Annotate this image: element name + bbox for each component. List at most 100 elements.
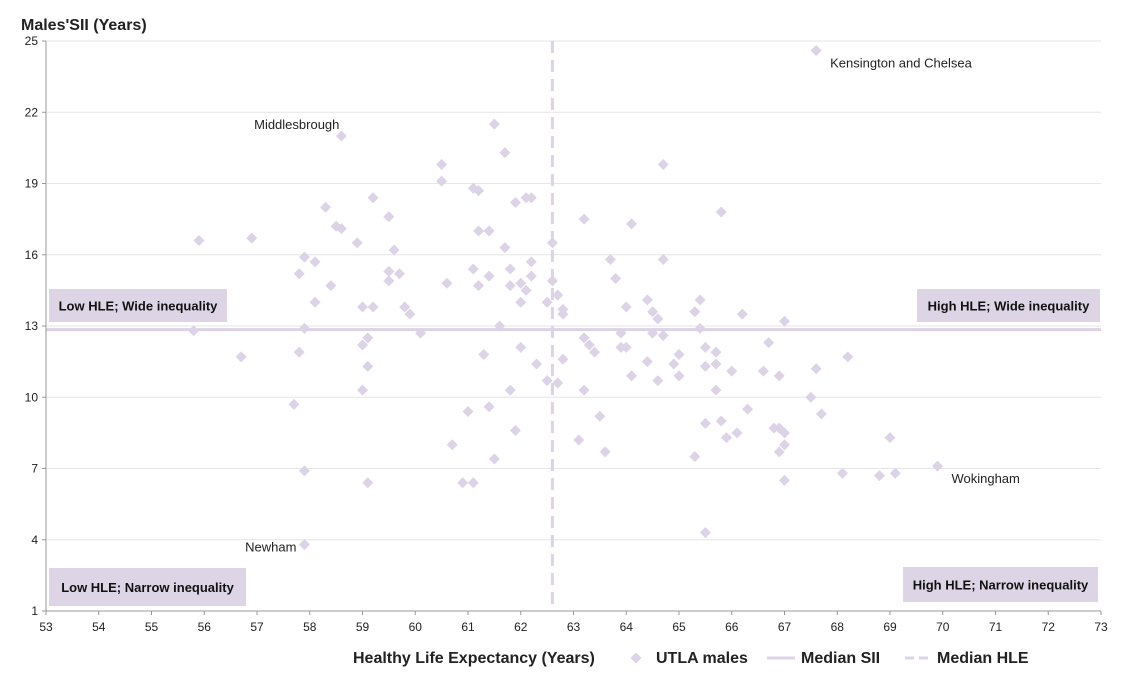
quadrant-box (49, 568, 246, 606)
data-point (773, 370, 785, 382)
data-point (657, 159, 669, 170)
data-point (436, 175, 448, 187)
data-point (689, 451, 701, 463)
x-tick-label: 66 (725, 620, 739, 634)
quadrant-label: High HLE; Narrow inequality (913, 578, 1089, 593)
x-tick-label: 72 (1042, 620, 1056, 634)
data-point (594, 410, 606, 422)
data-point (805, 391, 817, 403)
data-point (689, 306, 701, 318)
data-point (488, 118, 500, 130)
legend-label: UTLA males (656, 650, 748, 667)
y-tick-label: 1 (31, 604, 38, 618)
data-point (694, 294, 706, 306)
data-point (483, 401, 495, 413)
data-point (320, 201, 332, 213)
data-point (710, 346, 722, 358)
data-point (873, 470, 885, 482)
data-point (404, 308, 416, 320)
data-point (573, 434, 585, 446)
data-point (246, 232, 258, 244)
data-point (483, 225, 495, 237)
data-point (494, 320, 506, 332)
y-tick-label: 7 (31, 462, 38, 476)
data-point (298, 251, 310, 263)
x-tick-label: 64 (620, 620, 634, 634)
data-point (288, 398, 300, 410)
x-tick-label: 57 (250, 620, 264, 634)
data-point (483, 270, 495, 282)
data-point (293, 268, 305, 280)
data-point (620, 341, 632, 353)
data-point (626, 218, 638, 230)
data-point (467, 263, 479, 275)
x-tick-label: 59 (356, 620, 370, 634)
data-point (383, 211, 395, 223)
axes: 1 4 7 10 13 16 19 22 25 53 54 55 56 57 58 59 60 61 62 63 64 6… (25, 34, 1108, 634)
data-point (309, 296, 321, 308)
data-point (293, 346, 305, 358)
y-tick-label: 13 (25, 319, 39, 333)
data-point (673, 370, 685, 382)
data-point (357, 339, 368, 351)
data-point (298, 322, 310, 334)
x-tick-label: 55 (145, 620, 159, 634)
data-point (842, 351, 854, 363)
data-point (525, 192, 537, 204)
data-point (810, 363, 822, 375)
data-point (357, 301, 368, 313)
data-point (367, 301, 379, 313)
data-point (699, 341, 711, 353)
data-point (694, 322, 706, 334)
data-point (657, 254, 669, 265)
data-point (557, 353, 569, 365)
data-point (393, 268, 405, 280)
x-tick-label: 56 (198, 620, 212, 634)
data-point (462, 406, 474, 417)
data-point (610, 273, 622, 284)
data-point (515, 277, 527, 289)
data-point (626, 370, 638, 382)
data-point (357, 384, 368, 396)
data-point (531, 358, 543, 370)
x-axis-title: Healthy Life Expectancy (Years) (353, 650, 595, 667)
data-point (478, 349, 490, 360)
data-point (488, 453, 500, 465)
data-point (889, 467, 901, 479)
data-point (504, 280, 516, 292)
data-point (583, 339, 595, 351)
data-point (509, 197, 521, 208)
data-point (647, 306, 659, 318)
data-point (552, 289, 564, 301)
data-point (699, 417, 711, 429)
data-point (504, 384, 516, 396)
data-point (541, 375, 553, 387)
data-point (546, 275, 558, 287)
data-point (457, 477, 469, 489)
data-point (193, 235, 205, 246)
data-point (710, 358, 722, 370)
quadrant-labels: Low HLE; Wide inequality High HLE; Wide i… (49, 289, 1100, 606)
data-point (467, 477, 479, 489)
data-point (615, 327, 627, 339)
legend-diamond-icon (630, 652, 642, 664)
data-point (525, 270, 537, 282)
x-tick-label: 54 (92, 620, 106, 634)
data-point (325, 280, 337, 292)
x-tick-label: 63 (567, 620, 581, 634)
data-point (362, 360, 374, 372)
quadrant-label: High HLE; Wide inequality (928, 299, 1090, 314)
data-point (546, 237, 558, 249)
gridlines (46, 40, 1101, 541)
data-point (499, 147, 511, 159)
data-point (779, 439, 790, 451)
data-point (504, 263, 516, 275)
data-point (578, 332, 590, 344)
data-point (779, 474, 790, 486)
data-point (715, 206, 727, 218)
data-point (773, 446, 785, 458)
data-point (557, 308, 569, 320)
data-point (731, 427, 743, 439)
data-point (367, 192, 379, 204)
